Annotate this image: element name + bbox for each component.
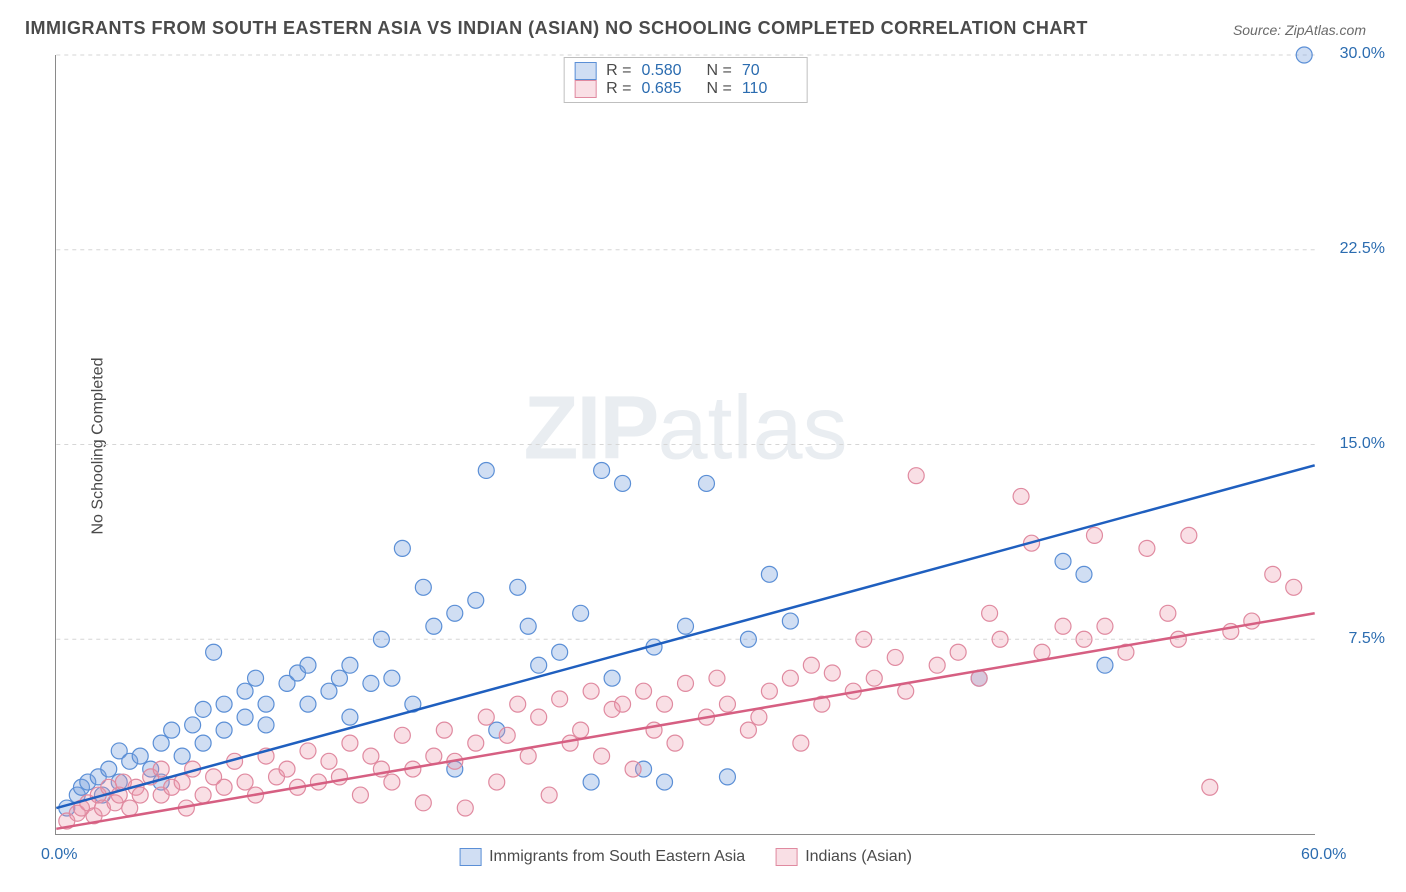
y-tick-label: 7.5% <box>1349 630 1385 648</box>
legend-label-a: Immigrants from South Eastern Asia <box>489 848 745 866</box>
chart-title: IMMIGRANTS FROM SOUTH EASTERN ASIA VS IN… <box>25 18 1088 39</box>
swatch-series-b <box>775 848 797 866</box>
source-attribution: Source: ZipAtlas.com <box>1233 22 1366 38</box>
y-tick-label: 30.0% <box>1340 45 1385 63</box>
legend-item-a: Immigrants from South Eastern Asia <box>459 848 745 866</box>
plot-area: ZIPatlas R = 0.580 N = 70 R = 0.685 N = … <box>55 55 1315 835</box>
x-tick-label: 60.0% <box>1301 846 1346 864</box>
scatter-plot-svg <box>56 55 1315 834</box>
swatch-series-a <box>459 848 481 866</box>
y-tick-label: 15.0% <box>1340 435 1385 453</box>
legend-bottom: Immigrants from South Eastern Asia India… <box>459 848 912 866</box>
legend-label-b: Indians (Asian) <box>805 848 912 866</box>
y-tick-label: 22.5% <box>1340 240 1385 258</box>
x-tick-label: 0.0% <box>41 846 77 864</box>
legend-item-b: Indians (Asian) <box>775 848 912 866</box>
